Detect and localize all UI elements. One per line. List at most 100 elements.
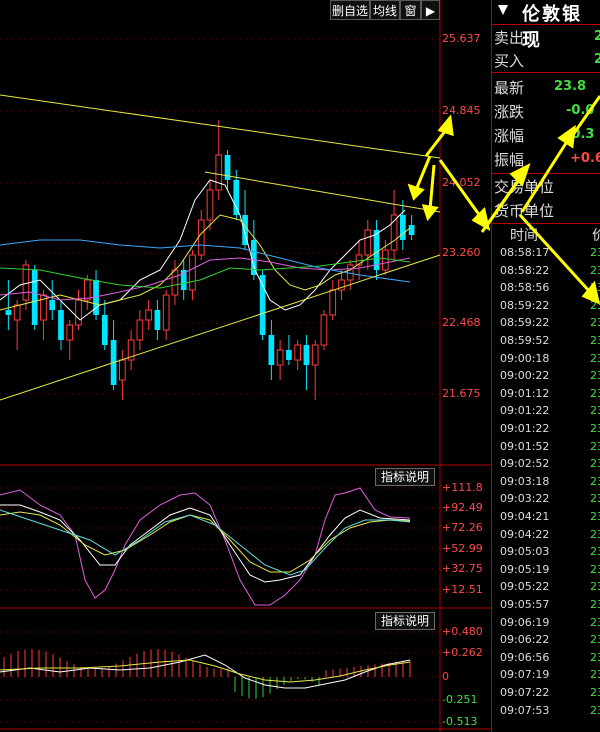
- candle-body: [329, 289, 337, 316]
- candle-body: [373, 230, 380, 270]
- trendline-upper: [0, 94, 441, 159]
- ma-line-white: [0, 179, 406, 321]
- candle-body: [303, 345, 310, 365]
- candle-body: [40, 294, 47, 321]
- tick-price: 23: [590, 562, 600, 576]
- currency-unit-label: 货币单位: [494, 202, 555, 220]
- tick-price: 23: [590, 580, 600, 594]
- y-tick: 25.637: [442, 32, 481, 45]
- candle-body: [215, 154, 223, 191]
- tick-header-time: 时间: [510, 228, 538, 244]
- candle-body: [294, 344, 302, 361]
- tick-price: 23: [590, 686, 600, 699]
- tick-price: 23: [590, 298, 600, 312]
- buy-label: 买入: [494, 52, 525, 70]
- tick-time: 09:01:12: [500, 386, 550, 400]
- annotation-arrows: [407, 114, 454, 222]
- change-value: -0.0: [566, 103, 595, 118]
- tick-time: 08:59:22: [500, 298, 550, 312]
- candle-body: [338, 279, 345, 291]
- sell-label: 卖出: [494, 29, 525, 47]
- buy-value: 2: [594, 52, 600, 67]
- trade-unit-label: 交易单位: [494, 178, 555, 196]
- tick-time: 09:05:57: [500, 598, 550, 611]
- macd-line-dif: [0, 654, 411, 689]
- tick-price: 23: [590, 615, 600, 629]
- pct-value: -0.3: [566, 127, 595, 142]
- divider: [491, 173, 600, 174]
- macd-histogram: [3, 649, 411, 699]
- sell-value: 2: [594, 29, 600, 44]
- y-tick: +52.99: [442, 542, 483, 555]
- tick-price: 23: [590, 703, 600, 717]
- chart-area: [0, 0, 491, 732]
- trendline-mid: [204, 171, 441, 213]
- tick-header-price: 价: [592, 228, 600, 244]
- trendline-lower: [0, 254, 441, 401]
- tick-time: 09:07:22: [500, 686, 550, 699]
- tick-time: 09:00:22: [500, 369, 550, 383]
- arrow-right-button[interactable]: ▶: [421, 0, 440, 20]
- candle-body: [93, 280, 99, 315]
- candle-body: [311, 344, 319, 366]
- tick-price: 23: [590, 246, 600, 259]
- indicator-help-button[interactable]: 指标说明: [375, 612, 436, 630]
- candle-body: [381, 249, 389, 271]
- tick-price: 23: [590, 545, 600, 559]
- instrument-name: 伦敦银现: [522, 4, 582, 51]
- tick-price: 23: [590, 439, 600, 453]
- tick-time: 09:03:22: [500, 492, 550, 506]
- latest-label: 最新: [494, 79, 525, 97]
- candle-body: [145, 309, 152, 321]
- tick-time: 09:01:22: [500, 422, 550, 435]
- tick-time: 09:04:21: [500, 510, 550, 523]
- candle-body: [259, 275, 266, 335]
- window-button[interactable]: 窗: [400, 0, 421, 20]
- delete-watchlist-button[interactable]: 删自选: [330, 0, 370, 20]
- y-tick: +72.26: [442, 521, 483, 534]
- tick-price: 23: [590, 369, 600, 383]
- tick-time: 09:01:22: [500, 404, 550, 418]
- indicator-help-button[interactable]: 指标说明: [375, 468, 436, 486]
- tick-time: 09:07:19: [500, 668, 550, 682]
- tick-price: 23: [590, 492, 600, 506]
- candle-body: [197, 219, 205, 256]
- candle-body: [242, 215, 248, 245]
- tick-price: 23: [590, 316, 600, 330]
- divider: [491, 24, 600, 25]
- candle-body: [31, 270, 38, 325]
- candle-body: [75, 299, 82, 326]
- y-tick: -0.251: [442, 693, 478, 706]
- ma-line-green: [0, 257, 411, 289]
- y-tick: 23.260: [442, 246, 481, 259]
- amplitude-value: +0.6: [570, 151, 600, 166]
- tick-price: 23: [590, 474, 600, 488]
- tick-time: 08:59:52: [500, 334, 550, 347]
- candle-body: [118, 359, 126, 381]
- ma-line-button[interactable]: 均线: [370, 0, 400, 20]
- y-tick: 24.052: [442, 176, 481, 189]
- tick-time: 09:06:56: [500, 650, 550, 664]
- candle-body: [408, 225, 415, 235]
- kdj-line-cyan: [0, 509, 411, 576]
- candle-body: [268, 335, 275, 365]
- kdj-line-k: [0, 504, 411, 583]
- macd-line-dea: [0, 659, 411, 683]
- tick-time: 09:03:18: [500, 474, 550, 488]
- candle-body: [101, 315, 108, 345]
- latest-value: 23.8: [554, 79, 587, 94]
- tick-time: 09:06:19: [500, 615, 550, 629]
- quote-title: 伦敦银现: [492, 0, 600, 51]
- candle-body: [49, 300, 56, 310]
- y-tick: 21.675: [442, 387, 481, 400]
- candle-body: [233, 180, 240, 215]
- y-tick: 24.845: [442, 104, 481, 117]
- candle-body: [171, 269, 179, 296]
- candle-body: [66, 324, 74, 341]
- tick-price: 23: [590, 404, 600, 418]
- candle-body: [162, 294, 170, 331]
- candle-body: [206, 189, 214, 221]
- tick-time: 09:04:22: [500, 527, 550, 541]
- tick-price: 23: [590, 633, 600, 647]
